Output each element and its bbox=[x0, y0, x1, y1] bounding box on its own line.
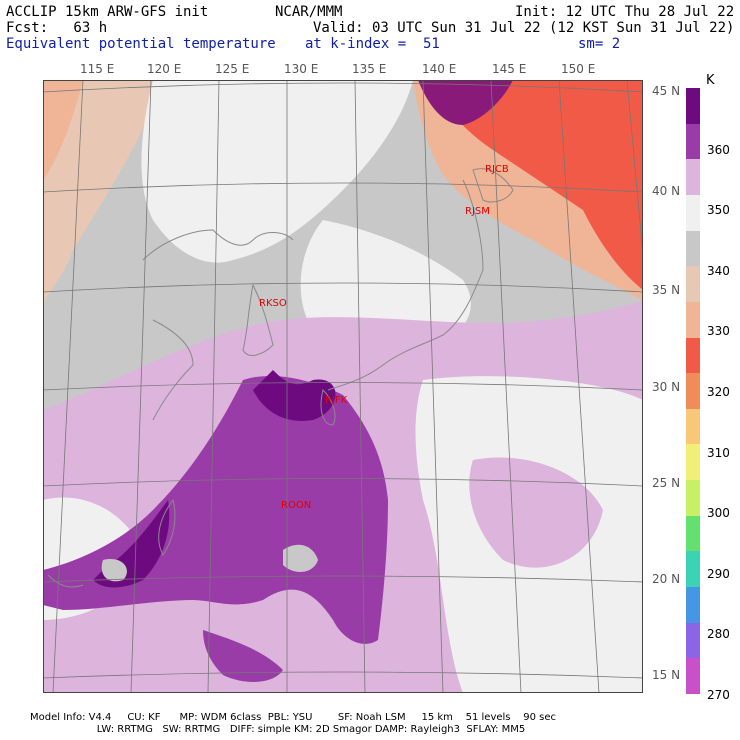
colorbar-swatch bbox=[686, 194, 700, 231]
lon-label-115: 115 E bbox=[80, 62, 115, 76]
lat-label-25: 25 N bbox=[652, 476, 681, 490]
field-name: Equivalent potential temperature bbox=[6, 36, 276, 52]
lat-label-20: 20 N bbox=[652, 572, 681, 586]
station-roon: ROON bbox=[281, 500, 311, 511]
colorbar-swatch bbox=[686, 266, 700, 303]
field-north-light bbox=[141, 80, 413, 263]
colorbar-swatch bbox=[686, 444, 700, 481]
field-moist-south bbox=[203, 630, 283, 682]
model-info-line1: Model Info: V4.4 CU: KF MP: WDM 6class P… bbox=[30, 712, 556, 723]
field-gray-patch-1 bbox=[283, 544, 318, 572]
coast-bohai bbox=[142, 229, 294, 261]
coast-china-east bbox=[152, 319, 194, 421]
map-frame bbox=[43, 80, 643, 693]
colorbar-swatch bbox=[686, 480, 700, 517]
colorbar-label-330: 330 bbox=[707, 324, 730, 339]
colorbar-label-290: 290 bbox=[707, 566, 730, 581]
station-rkso: RKSO bbox=[259, 298, 287, 309]
field-warm-west bbox=[43, 80, 163, 310]
lat-label-45: 45 N bbox=[652, 84, 681, 98]
field-warmer-west bbox=[43, 80, 83, 180]
coast-hokkaido bbox=[472, 168, 514, 203]
institution-label: NCAR/MMM bbox=[275, 4, 343, 20]
colorbar-label-350: 350 bbox=[707, 203, 730, 218]
init-time: Init: 12 UTC Thu 28 Jul 22 bbox=[515, 4, 735, 20]
lon-label-150: 150 E bbox=[561, 62, 596, 76]
forecast-hour: Fcst: 63 h bbox=[6, 20, 108, 36]
colorbar-swatch bbox=[686, 301, 700, 338]
lon-label-125: 125 E bbox=[215, 62, 250, 76]
lon-label-145: 145 E bbox=[492, 62, 527, 76]
lon-label-140: 140 E bbox=[422, 62, 457, 76]
colorbar-swatch bbox=[686, 123, 700, 160]
colorbar-label-300: 300 bbox=[707, 506, 730, 521]
colorbar-label-340: 340 bbox=[707, 263, 730, 278]
valid-time: Valid: 03 UTC Sun 31 Jul 22 (12 KST Sun … bbox=[313, 20, 735, 36]
graticule bbox=[43, 80, 643, 693]
colorbar-swatch bbox=[686, 408, 700, 445]
lon-label-120: 120 E bbox=[147, 62, 182, 76]
model-info-line2: LW: RRTMG SW: RRTMG DIFF: simple KM: 2D … bbox=[30, 724, 526, 735]
field-lavender-patch-east bbox=[469, 457, 603, 568]
colorbar-swatch bbox=[686, 515, 700, 552]
level-label: at k-index = 51 bbox=[305, 36, 440, 52]
coast-south-china bbox=[47, 574, 84, 588]
coast-kyushu bbox=[320, 389, 336, 426]
colorbar-swatch bbox=[686, 373, 700, 410]
station-rjfk: RJFK bbox=[325, 395, 348, 406]
colorbar-swatch bbox=[686, 88, 700, 124]
colorbar-swatch bbox=[686, 159, 700, 196]
station-rjcb: RJCB bbox=[485, 164, 509, 175]
lat-label-30: 30 N bbox=[652, 380, 681, 394]
lat-label-35: 35 N bbox=[652, 283, 681, 297]
colorbar-label-320: 320 bbox=[707, 385, 730, 399]
coastlines bbox=[47, 168, 514, 588]
coast-korea bbox=[242, 283, 274, 356]
lon-label-135: 135 E bbox=[352, 62, 387, 76]
theta-e-map: RJCB RJSM RKSO RJFK ROON bbox=[43, 80, 643, 693]
coast-honshu bbox=[327, 179, 484, 391]
field-hotspot-hokkaido bbox=[418, 80, 513, 125]
colorbar-swatch bbox=[686, 658, 700, 695]
colorbar-swatch bbox=[686, 551, 700, 588]
colorbar-label-310: 310 bbox=[707, 445, 730, 460]
colorbar-swatch bbox=[686, 337, 700, 374]
field-hot-northeast bbox=[428, 80, 643, 290]
colorbar-label-270: 270 bbox=[707, 688, 730, 702]
colorbar-swatch bbox=[686, 230, 700, 267]
lon-label-130: 130 E bbox=[284, 62, 319, 76]
smoothing-label: sm= 2 bbox=[578, 36, 621, 52]
field-gray-patch-2 bbox=[101, 559, 127, 582]
colorbar-label-280: 280 bbox=[707, 627, 730, 642]
colorbar-swatch bbox=[686, 587, 700, 624]
lat-label-40: 40 N bbox=[652, 184, 681, 198]
model-title: ACCLIP 15km ARW-GFS init bbox=[6, 4, 209, 20]
colorbar-swatch bbox=[686, 622, 700, 659]
colorbar-label-360: 360 bbox=[707, 142, 730, 157]
station-rjsm: RJSM bbox=[465, 206, 490, 217]
coast-taiwan bbox=[158, 498, 176, 556]
lat-label-15: 15 N bbox=[652, 668, 681, 682]
colorbar-unit: K bbox=[706, 73, 715, 88]
